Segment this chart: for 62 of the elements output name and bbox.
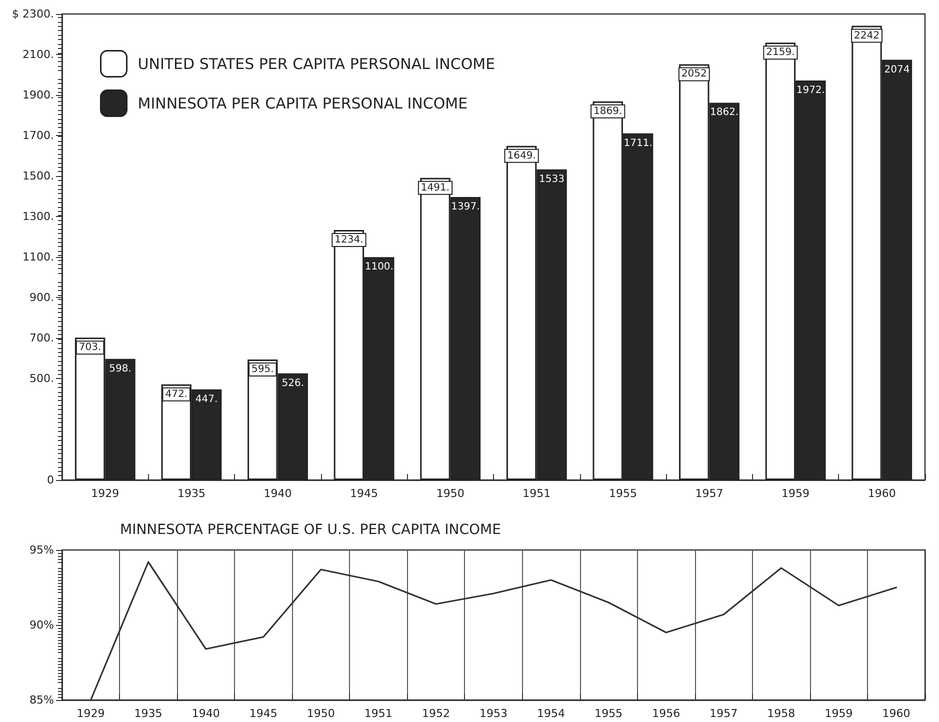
- data-label: 1397.: [451, 201, 480, 212]
- y-tick-label: 85%: [30, 694, 54, 706]
- data-label: 1234.: [334, 234, 364, 246]
- data-label: 1869.: [594, 106, 622, 117]
- data-label: 1711.: [624, 138, 652, 149]
- y-tick-label: 700.: [30, 332, 54, 345]
- data-label: 598.: [109, 363, 132, 374]
- data-label: 2159.: [766, 47, 795, 58]
- x-tick-label: 1960: [882, 707, 910, 720]
- x-tick-label: 1952: [422, 707, 450, 720]
- x-tick-label: 1957: [710, 707, 738, 720]
- y-tick-label: 500.: [30, 372, 54, 386]
- x-tick-label: 1940: [192, 707, 220, 720]
- data-label: 1862.: [710, 107, 739, 118]
- y-tick-label: 1100.: [22, 250, 54, 264]
- data-label: 526.: [282, 378, 304, 389]
- y-tick-label: $ 2300.: [12, 8, 54, 20]
- x-tick-label: 1929: [76, 707, 105, 720]
- y-tick-label: 2100.: [22, 48, 54, 62]
- data-label: 1491.: [420, 182, 450, 194]
- y-tick-label: 1700.: [22, 129, 54, 142]
- x-tick-label: 1954: [537, 707, 566, 720]
- data-label: 1972.: [796, 84, 825, 96]
- y-tick-label: 1900.: [22, 88, 54, 102]
- data-label: 2242: [854, 30, 880, 42]
- data-label: 703.: [78, 342, 102, 354]
- y-tick-label: 900.: [30, 291, 54, 304]
- data-label: 447.: [195, 394, 218, 405]
- x-tick-label: 1950: [436, 487, 464, 500]
- y-tick-label: 0: [47, 474, 54, 486]
- x-tick-label: 1955: [608, 487, 637, 500]
- x-tick-label: 1960: [868, 487, 896, 500]
- x-tick-label: 1929: [91, 487, 120, 500]
- data-label: 595.: [252, 364, 274, 375]
- x-tick-label: 1945: [350, 487, 378, 500]
- x-tick-label: 1951: [364, 707, 392, 720]
- x-tick-label: 1957: [695, 487, 724, 500]
- chart-title: MINNESOTA PERCENTAGE OF U.S. PER CAPITA INCOME: [120, 522, 501, 538]
- x-tick-label: 1935: [177, 487, 206, 500]
- data-label: 472.: [165, 388, 188, 400]
- y-tick-label: 95%: [30, 544, 54, 556]
- data-label: 1100.: [364, 262, 394, 273]
- x-tick-label: 1935: [134, 707, 162, 720]
- data-label: 2052: [681, 68, 707, 80]
- legend-label: MINNESOTA PER CAPITA PERSONAL INCOME: [138, 94, 468, 112]
- x-tick-label: 1958: [767, 707, 796, 720]
- x-tick-label: 1945: [249, 707, 278, 720]
- data-label: 1649.: [507, 150, 536, 162]
- data-label: 2074: [884, 64, 910, 76]
- x-tick-label: 1959: [782, 487, 810, 500]
- data-label: 1533: [539, 174, 564, 185]
- x-tick-label: 1951: [522, 487, 551, 500]
- x-tick-label: 1955: [594, 707, 623, 720]
- y-tick-label: 90%: [30, 618, 54, 632]
- y-tick-label: 1500.: [22, 170, 54, 183]
- legend-label: UNITED STATES PER CAPITA PERSONAL INCOME: [138, 54, 496, 73]
- x-tick-label: 1953: [480, 707, 508, 720]
- x-tick-label: 1950: [306, 707, 335, 720]
- x-tick-label: 1959: [824, 707, 853, 720]
- x-tick-label: 1940: [264, 487, 292, 500]
- x-tick-label: 1956: [652, 707, 680, 720]
- y-tick-label: 1300.: [22, 210, 54, 224]
